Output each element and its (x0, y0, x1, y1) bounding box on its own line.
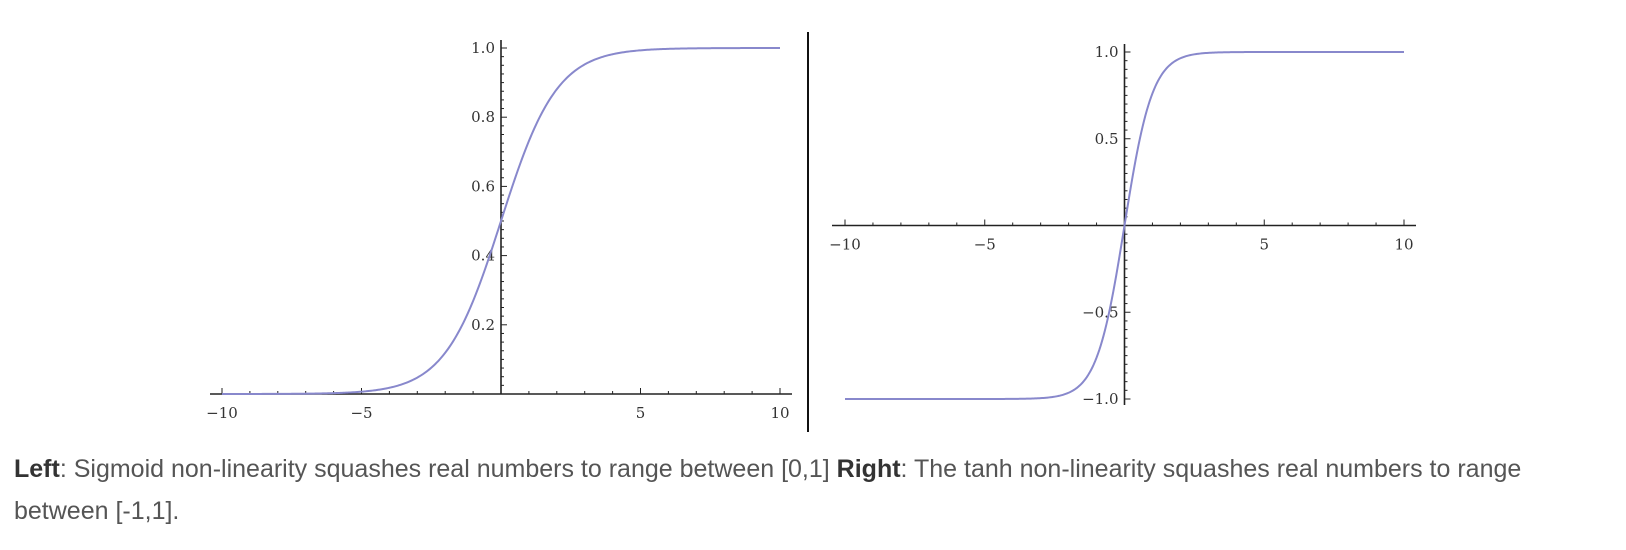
sigmoid-chart: −10 −5 5 100.20.40.60.81.0 (206, 39, 792, 422)
y-tick-label: 0.2 (471, 316, 495, 334)
series-line-sigmoid (222, 47, 780, 395)
charts-figure: −10 −5 5 100.20.40.60.81.0 −10 −5 5 10−1.0−0.5… (206, 32, 1416, 432)
caption-left-label: Left (14, 455, 60, 483)
x-tick-label: −10 (829, 236, 861, 254)
y-tick-label: −0.5 (1082, 303, 1118, 321)
caption-left-text: : Sigmoid non-linearity squashes real nu… (59, 455, 837, 483)
figure-caption: Left: Sigmoid non-linearity squashes rea… (14, 448, 1614, 532)
y-tick-label: 0.6 (471, 177, 495, 195)
y-tick-label: 1.0 (471, 39, 495, 57)
y-tick-label: 1.0 (1095, 43, 1119, 61)
series-line-tanh (845, 51, 1404, 400)
y-tick-label: −1.0 (1082, 390, 1118, 408)
caption-right-text: : The tanh non-linearity squashes real n… (14, 455, 1522, 525)
caption-right-label: Right (836, 455, 901, 483)
x-tick-label: 10 (1394, 236, 1413, 254)
x-tick-label: 5 (1259, 236, 1269, 254)
x-tick-label: −5 (350, 404, 372, 422)
x-tick-label: −5 (974, 236, 996, 254)
tanh-chart: −10 −5 5 10 −1.0 −0.5 0.5 1.0 (829, 43, 1416, 408)
y-tick-label: 0.5 (1095, 130, 1119, 148)
y-tick-label: 0.8 (471, 108, 495, 126)
x-tick-label: 5 (636, 404, 646, 422)
x-tick-label: −10 (206, 404, 238, 422)
x-tick-label: 10 (770, 404, 789, 422)
